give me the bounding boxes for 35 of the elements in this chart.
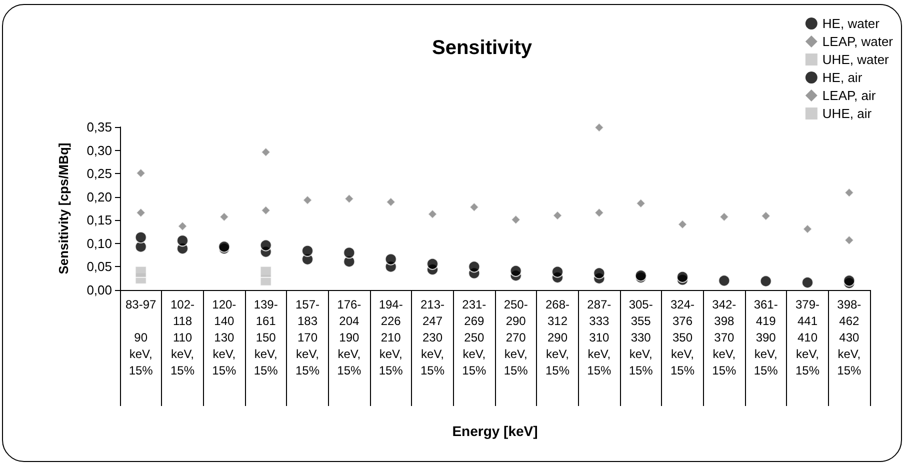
- category-label: 83-97 90 keV, 15%: [125, 297, 156, 378]
- legend-label: UHE, air: [822, 106, 872, 121]
- y-tick-label: 0,05: [86, 259, 112, 274]
- y-tick-label: 0,20: [86, 189, 112, 204]
- x-tick-label: 361- 419 390 keV, 15%: [754, 297, 778, 378]
- y-tick-label: 0,25: [86, 166, 112, 182]
- y-tick-label: 0,00: [86, 282, 112, 298]
- y-tick-label: 0,10: [86, 236, 112, 251]
- y-tick-label: 0,15: [86, 212, 112, 228]
- y-axis-title: Sensitivity [cps/MBq]: [56, 142, 71, 274]
- x-tick-label: 102- 118 110 keV, 15%: [170, 297, 195, 378]
- x-tick-label: 287- 333 310 keV, 15%: [587, 297, 612, 378]
- x-tick-label: 379- 441 410 keV, 15%: [795, 297, 820, 378]
- legend-label: UHE, water: [822, 52, 890, 67]
- x-tick-label: 139- 161 150 keV, 15%: [254, 297, 278, 378]
- chart-title: Sensitivity: [432, 37, 533, 59]
- x-tick-label: 213- 247 230 keV, 15%: [420, 297, 445, 378]
- legend-label: HE, air: [822, 70, 863, 85]
- x-tick-label: 324- 376 350 keV, 15%: [670, 297, 695, 378]
- x-tick-label: 268- 312 290 keV, 15%: [545, 297, 570, 378]
- legend-label: LEAP, water: [822, 34, 894, 49]
- x-tick-label: 176- 204 190 keV, 15%: [337, 297, 362, 378]
- x-axis-title: Energy [keV]: [452, 423, 538, 439]
- y-tick-label: 0,35: [86, 120, 112, 134]
- x-tick-label: 231- 269 250 keV, 15%: [462, 297, 486, 378]
- y-tick-label: 0,30: [86, 142, 112, 158]
- x-tick-label: 398- 462 430 keV, 15%: [837, 297, 862, 378]
- x-tick-label: 305- 355 330 keV, 15%: [628, 297, 654, 378]
- x-tick-label: 194- 226 210 keV, 15%: [378, 297, 404, 378]
- legend-label: LEAP, air: [822, 88, 876, 103]
- x-tick-label: 250- 290 270 keV, 15%: [504, 297, 528, 378]
- x-tick-label: 120- 140 130 keV, 15%: [212, 297, 236, 378]
- legend-label: HE, water: [822, 16, 880, 31]
- x-tick-label: 157- 183 170 keV, 15%: [295, 297, 320, 378]
- x-tick-label: 342- 398 370 keV, 15%: [712, 297, 736, 378]
